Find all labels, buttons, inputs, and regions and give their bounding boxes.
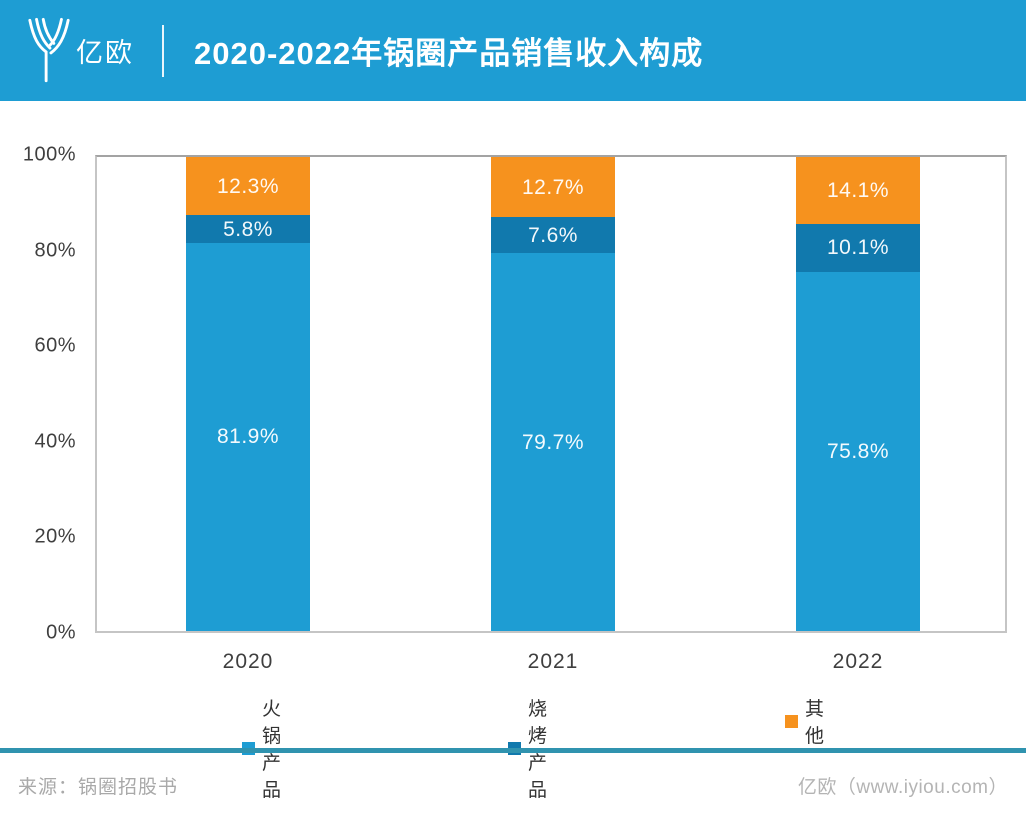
bar-2020: 12.3% 5.8% 81.9% [186, 157, 310, 631]
logo: 亿欧 [26, 17, 134, 85]
segment-other-2021: 12.7% [491, 157, 615, 218]
source-text: 来源：锅圈招股书 [18, 777, 179, 798]
legend-label-hotpot: 火锅产品 [262, 699, 282, 801]
segment-bbq-2020: 5.8% [186, 215, 310, 243]
credit-text: 亿欧（www.iyiou.com） [797, 777, 1008, 798]
bar-2022: 14.1% 10.1% 75.8% [796, 157, 920, 631]
data-label-other-2022: 14.1% [826, 178, 890, 202]
segment-hotpot-2022: 75.8% [796, 271, 920, 631]
header-divider [162, 24, 164, 77]
data-label-bbq-2021: 7.6% [528, 223, 578, 247]
x-label-2020: 2020 [222, 650, 274, 673]
data-label-hotpot-2021: 79.7% [521, 430, 585, 454]
segment-bbq-2022: 10.1% [796, 223, 920, 272]
data-label-other-2021: 12.7% [521, 175, 585, 199]
y-tick-80pct: 80% [34, 239, 76, 262]
x-label-2022: 2022 [832, 650, 884, 673]
legend-swatch-other [785, 714, 798, 728]
data-label-other-2020: 12.3% [216, 174, 280, 198]
logo-text: 亿欧 [76, 38, 134, 68]
y-tick-40pct: 40% [34, 430, 76, 453]
plot-area: 12.3% 5.8% 81.9% 12.7% 7.6% 79.7% 14.1% 10.1% 75… [95, 155, 1007, 633]
footer-divider [0, 748, 1026, 753]
header: 亿欧 2020-2022年锅圈产品销售收入构成 [0, 0, 1026, 101]
y-tick-20pct: 20% [34, 525, 76, 548]
yiou-logo-icon [28, 17, 70, 82]
y-tick-60pct: 60% [34, 334, 76, 357]
bar-2021: 12.7% 7.6% 79.7% [491, 157, 615, 631]
segment-bbq-2021: 7.6% [491, 217, 615, 254]
data-label-bbq-2020: 5.8% [223, 217, 273, 241]
y-tick-100pct: 100% [22, 143, 76, 166]
x-label-2021: 2021 [527, 650, 579, 673]
legend-label-bbq: 烧烤产品 [528, 699, 548, 801]
segment-hotpot-2020: 81.9% [186, 242, 310, 631]
segment-other-2020: 12.3% [186, 157, 310, 216]
legend-item-other: 其他 [785, 694, 825, 748]
data-label-bbq-2022: 10.1% [826, 236, 890, 260]
segment-hotpot-2021: 79.7% [491, 253, 615, 631]
page-title: 2020-2022年锅圈产品销售收入构成 [194, 36, 704, 71]
legend-label-other: 其他 [805, 699, 825, 747]
data-label-hotpot-2020: 81.9% [216, 425, 280, 449]
data-label-hotpot-2022: 75.8% [826, 439, 890, 463]
y-tick-0pct: 0% [46, 621, 76, 644]
segment-other-2022: 14.1% [796, 157, 920, 224]
